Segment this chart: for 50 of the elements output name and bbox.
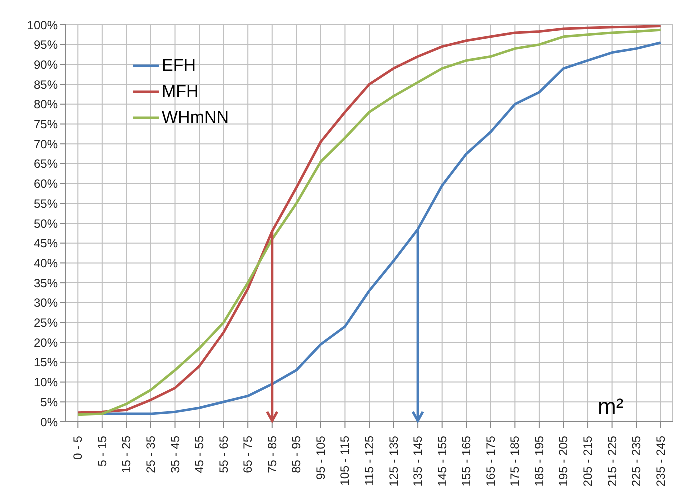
y-tick-label: 30% [34,296,58,310]
x-tick-label: 5 - 15 [95,436,110,467]
x-tick-label: 35 - 45 [168,436,182,474]
y-tick-label: 60% [34,177,58,192]
x-tick-label: 185 - 195 [532,436,546,487]
y-tick-label: 70% [34,137,58,152]
x-axis-title: m² [598,394,624,419]
x-tick-label: 25 - 35 [144,436,158,474]
legend-label: EFH [162,55,196,77]
x-tick-label: 45 - 55 [192,436,207,474]
x-tick-label: 65 - 75 [241,436,256,474]
x-tick-label: 105 - 115 [338,436,352,486]
y-tick-label: 55% [34,196,58,211]
x-tick-label: 235 - 245 [654,436,668,487]
x-tick-label: 215 - 225 [605,436,620,487]
x-tick-label: 115 - 125 [362,436,376,486]
y-tick-label: 65% [34,157,58,172]
y-tick-label: 20% [34,336,58,350]
y-tick-label: 85% [34,78,58,92]
x-tick-label: 75 - 85 [265,436,280,474]
x-tick-label: 125 - 135 [386,436,401,487]
y-tick-label: 45% [34,236,58,251]
y-tick-label: 10% [34,376,58,390]
y-tick-label: 25% [34,316,58,330]
y-tick-label: 40% [34,256,58,270]
x-tick-label: 205 - 215 [581,436,596,487]
x-tick-label: 15 - 25 [120,436,134,474]
x-tick-label: 85 - 95 [290,436,304,474]
x-tick-label: 175 - 185 [508,436,522,487]
y-tick-label: 50% [34,216,58,231]
x-tick-label: 225 - 235 [630,436,644,487]
y-tick-label: 35% [34,276,58,290]
x-tick-label: 145 - 155 [435,436,450,487]
y-tick-label: 75% [34,118,58,132]
y-tick-label: 80% [34,98,58,112]
x-tick-label: 135 - 145 [411,436,426,487]
x-tick-label: 165 - 175 [484,436,498,487]
y-tick-label: 5% [40,395,58,410]
x-tick-label: 155 - 165 [460,436,474,487]
y-tick-label: 95% [34,38,58,52]
x-tick-label: 0 - 5 [71,436,86,460]
y-tick-label: 0% [40,415,58,430]
legend-label: MFH [162,81,199,103]
y-tick-label: 90% [34,58,58,72]
x-tick-label: 55 - 65 [216,436,231,474]
x-tick-label: 95 - 105 [314,436,328,480]
y-tick-label: 100% [27,18,58,32]
legend-label: WHmNN [162,107,230,129]
y-tick-label: 15% [34,356,58,370]
x-tick-label: 195 - 205 [556,436,571,487]
